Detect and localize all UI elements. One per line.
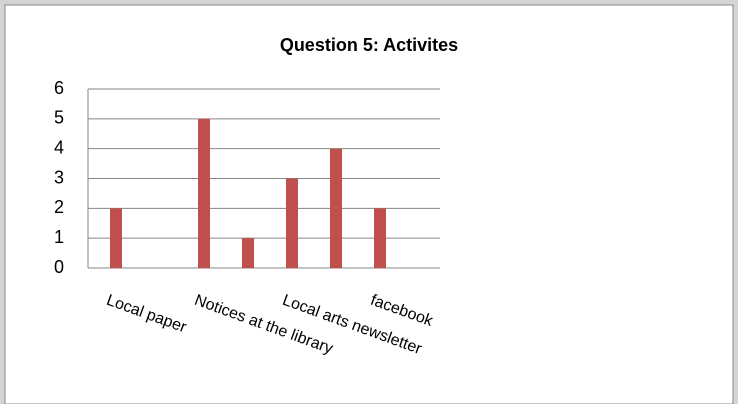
y-tick-label: 6 [54,78,64,98]
bar [110,208,122,268]
y-tick-label: 2 [54,197,64,217]
bar [330,148,342,268]
y-tick-label: 0 [54,257,64,277]
y-tick-label: 4 [54,137,64,157]
chart-title: Question 5: Activites [280,35,458,55]
y-tick-label: 5 [54,108,64,128]
y-tick-label: 1 [54,227,64,247]
chart-frame [4,4,734,404]
bar [374,208,386,268]
y-tick-label: 3 [54,167,64,187]
bar [286,178,298,268]
bar [242,238,254,268]
bar [198,118,210,268]
